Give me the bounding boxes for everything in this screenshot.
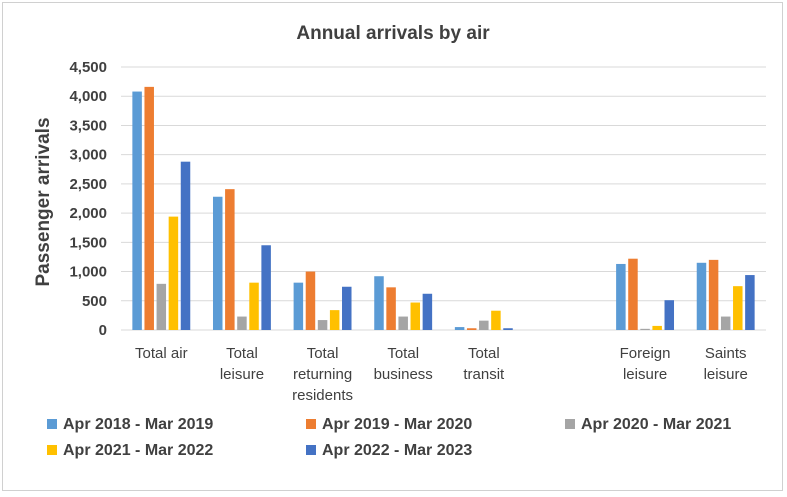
y-tick-label: 2,500 (69, 176, 107, 193)
chart-title: Annual arrivals by air (296, 23, 490, 44)
bar (156, 283, 167, 330)
y-tick-label: 500 (82, 293, 107, 310)
bar (261, 245, 271, 330)
legend-item: Apr 2020 - Mar 2021 (565, 416, 731, 433)
bar (466, 328, 477, 330)
y-tick-labels: 0 500 1,000 1,500 2,000 2,500 3,000 3,500 4,000 4… (69, 59, 107, 339)
y-tick-label: 0 (99, 322, 107, 339)
category-label: Total transit (463, 345, 505, 383)
legend-label: Apr 2022 - Mar 2023 (322, 442, 472, 459)
legend-item: Apr 2018 - Mar 2019 (47, 416, 213, 433)
legend: Apr 2018 - Mar 2019 Apr 2019 - Mar 2020 Ap… (47, 416, 731, 459)
bar (342, 286, 352, 330)
y-tick-label: 2,000 (69, 205, 107, 222)
bar (720, 316, 731, 330)
bar (640, 328, 650, 330)
y-tick-label: 4,000 (69, 88, 107, 105)
legend-swatch (565, 419, 575, 429)
bar (168, 216, 179, 330)
bar (317, 320, 328, 330)
bar (374, 276, 384, 330)
category-label: Total business (374, 345, 433, 383)
bar (293, 282, 304, 330)
chart-frame: Annual arrivals by air Passenger arrival… (2, 2, 783, 491)
y-axis-label: Passenger arrivals (33, 117, 54, 286)
bar (628, 258, 638, 330)
bar (237, 316, 247, 330)
category-label: Saints leisure (704, 345, 748, 383)
bar (652, 325, 662, 330)
bar (132, 91, 142, 331)
legend-swatch (47, 445, 57, 455)
bar (708, 259, 719, 330)
legend-label: Apr 2020 - Mar 2021 (581, 416, 731, 433)
bar (398, 316, 408, 330)
y-tick-label: 1,500 (69, 234, 107, 251)
legend-item: Apr 2019 - Mar 2020 (306, 416, 472, 433)
bars (132, 86, 755, 331)
legend-swatch (47, 419, 57, 429)
bar (454, 327, 465, 330)
bar (503, 328, 513, 330)
legend-item: Apr 2022 - Mar 2023 (306, 442, 472, 459)
bar (305, 271, 316, 330)
y-tick-label: 4,500 (69, 59, 107, 76)
chart-svg: Annual arrivals by air Passenger arrival… (33, 23, 766, 459)
legend-label: Apr 2021 - Mar 2022 (63, 442, 213, 459)
bar (616, 263, 626, 330)
legend-item: Apr 2021 - Mar 2022 (47, 442, 213, 459)
bar (491, 310, 501, 330)
bar (745, 275, 755, 330)
bar (664, 300, 675, 330)
bar (225, 189, 235, 330)
bar (696, 262, 707, 330)
y-tick-label: 1,000 (69, 264, 107, 281)
bar (410, 302, 421, 330)
legend-label: Apr 2018 - Mar 2019 (63, 416, 213, 433)
bar (212, 196, 223, 330)
bar (180, 161, 191, 330)
legend-swatch (306, 445, 316, 455)
bar (479, 320, 489, 330)
legend-swatch (306, 419, 316, 429)
bar (144, 86, 154, 330)
category-label: Foreign leisure (620, 345, 671, 383)
y-tick-label: 3,500 (69, 117, 107, 134)
bar (329, 310, 340, 330)
bar (733, 286, 743, 330)
bar (249, 282, 259, 330)
legend-label: Apr 2019 - Mar 2020 (322, 416, 472, 433)
bar (422, 293, 433, 330)
category-label: Total leisure (220, 345, 264, 383)
bar (386, 287, 396, 330)
category-label: Total returning residents (292, 345, 353, 404)
y-tick-label: 3,000 (69, 147, 107, 164)
category-labels: Total air Total leisure Total returning resid… (135, 345, 748, 404)
category-label: Total air (135, 345, 188, 362)
